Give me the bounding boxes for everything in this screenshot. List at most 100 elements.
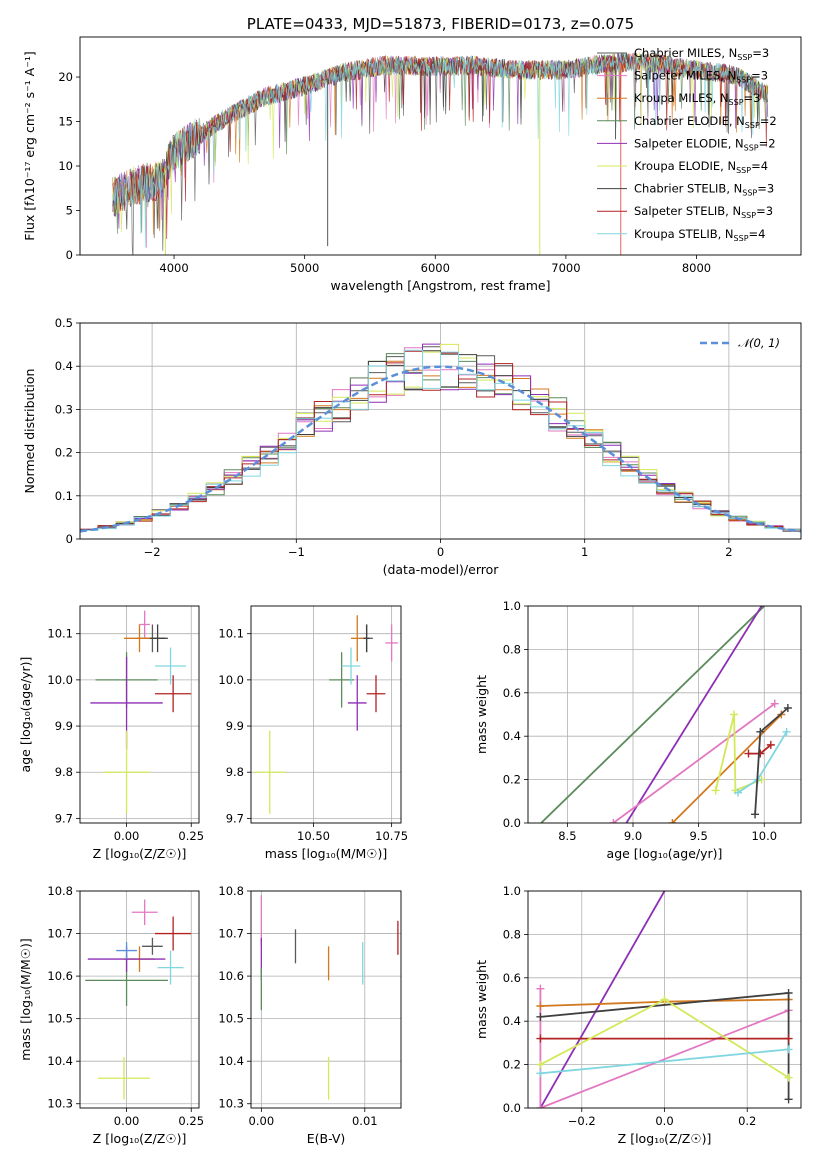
- x-tick-label: 5000: [290, 261, 319, 275]
- legend-tail: =3: [757, 182, 774, 196]
- legend-entry: Kroupa ELODIE, NSSP=4: [634, 159, 768, 175]
- legend-entry: 𝒩(0, 1): [738, 336, 780, 350]
- legend-tail: =4: [749, 227, 766, 241]
- legend-entry: Salpeter MILES, NSSP=3: [634, 69, 768, 85]
- y-tick-label: 10.1: [47, 627, 73, 641]
- weight-marker: [751, 810, 760, 819]
- weight-line: [612, 702, 776, 823]
- massweight-vs-Z-frame: [527, 890, 802, 1109]
- y-tick-label: 10.4: [218, 1054, 244, 1068]
- weight-marker: [536, 1034, 545, 1043]
- x-tick-label: 8.5: [558, 829, 576, 843]
- weight-marker: [784, 1034, 793, 1043]
- x-tick-label: −0.2: [568, 1114, 596, 1128]
- weight-line: [539, 988, 789, 1108]
- x-axis-label: Z [log₁₀(Z/Z☉)]: [93, 846, 187, 861]
- y-tick-label: 0.1: [55, 489, 73, 503]
- y-tick-label: 0.3: [55, 402, 73, 416]
- legend-subscript: SSP: [741, 211, 756, 220]
- y-tick-label: 9.9: [226, 719, 244, 733]
- legend-tail: =3: [744, 91, 761, 105]
- x-tick-label: 0.25: [178, 1114, 204, 1128]
- weight-marker: [609, 819, 618, 823]
- x-axis-label: Z [log₁₀(Z/Z☉)]: [618, 1131, 712, 1146]
- legend-subscript: SSP: [744, 143, 759, 152]
- y-tick-label: 0.0: [503, 1101, 521, 1115]
- y-tick-label: 0.2: [55, 446, 73, 460]
- x-tick-label: 6000: [421, 261, 450, 275]
- legend-entry: Chabrier STELIB, NSSP=3: [634, 182, 774, 198]
- y-tick-label: 10.8: [47, 884, 73, 898]
- weight-marker: [536, 1069, 545, 1078]
- weight-marker: [770, 699, 779, 708]
- weight-lines: [536, 891, 793, 1108]
- y-tick-label: 0.2: [503, 773, 521, 787]
- spectrum-lines: [112, 52, 769, 255]
- weight-marker: [756, 749, 765, 758]
- histogram-group: [80, 343, 801, 539]
- y-tick-label: 9.7: [226, 811, 244, 825]
- y-tick-label: 0: [66, 532, 73, 546]
- y-tick-label: 9.8: [55, 765, 73, 779]
- y-tick-label: 0: [66, 248, 73, 262]
- y-axis-label: mass weight: [474, 675, 489, 754]
- weight-marker: [668, 819, 677, 823]
- y-tick-label: 1.0: [503, 599, 521, 613]
- legend-entry: Chabrier ELODIE, NSSP=2: [634, 114, 777, 130]
- y-tick-label: 9.8: [226, 765, 244, 779]
- x-axis-label: (data-model)/error: [383, 562, 500, 577]
- weight-marker: [536, 1104, 545, 1108]
- legend-subscript: SSP: [736, 76, 751, 85]
- legend-tail: =2: [760, 114, 777, 128]
- y-axis-label: age [log₁₀(age/yr)]: [18, 657, 33, 773]
- weight-marker: [784, 1045, 793, 1054]
- weight-marker: [756, 727, 765, 736]
- y-tick-label: 10.5: [218, 1012, 244, 1026]
- y-tick-label: 0.6: [503, 971, 521, 985]
- legend-subscript: SSP: [734, 234, 749, 243]
- y-tick-label: 0.6: [503, 686, 521, 700]
- legend-tail: =3: [756, 204, 773, 218]
- normal-reference-curve: [80, 365, 801, 533]
- weight-lines: [540, 606, 792, 823]
- weight-marker: [536, 984, 545, 993]
- y-tick-label: 0.4: [55, 359, 73, 373]
- errorbar-group: [85, 899, 192, 1100]
- legend-entry: Chabrier MILES, NSSP=3: [634, 46, 769, 62]
- mass-vs-EBV-frame: [250, 890, 402, 1109]
- legend-subscript: SSP: [737, 53, 752, 62]
- weight-marker: [734, 788, 742, 797]
- y-tick-label: 10.4: [47, 1054, 73, 1068]
- weight-marker: [766, 740, 775, 749]
- spectrum-frame: [79, 36, 802, 256]
- errorbar-group: [254, 615, 398, 814]
- errorbar-group: [260, 895, 399, 1100]
- y-tick-label: 1.0: [503, 884, 521, 898]
- x-tick-label: 9.5: [689, 829, 707, 843]
- legend-subscript: SSP: [745, 121, 760, 130]
- y-tick-label: 0.8: [503, 927, 521, 941]
- massweight-vs-age-frame: [527, 605, 802, 824]
- y-axis-label: mass [log₁₀(M/M☉)]: [18, 938, 33, 1060]
- x-axis-label: mass [log₁₀(M/M☉)]: [265, 846, 387, 861]
- y-tick-label: 10: [58, 159, 73, 173]
- x-axis-label: wavelength [Angstrom, rest frame]: [330, 278, 550, 293]
- x-tick-label: 0.00: [114, 1114, 140, 1128]
- y-tick-label: 0.2: [503, 1058, 521, 1072]
- y-axis-label: Normed distribution: [22, 369, 37, 494]
- legend-tail: =3: [752, 46, 769, 60]
- x-tick-label: 9.0: [624, 829, 642, 843]
- y-tick-label: 15: [58, 115, 73, 129]
- weight-line: [540, 1048, 789, 1075]
- weight-line: [625, 606, 763, 823]
- x-tick-label: 0.0: [655, 1114, 673, 1128]
- residuals-frame: [79, 322, 802, 540]
- y-tick-label: 10.6: [47, 969, 73, 983]
- y-tick-label: 10.7: [218, 927, 244, 941]
- weight-line: [539, 891, 666, 1108]
- legend-entry: Salpeter STELIB, NSSP=3: [634, 204, 773, 220]
- age-vs-mass-frame: [250, 605, 402, 824]
- legend-tail: =2: [759, 136, 776, 150]
- y-tick-label: 10.7: [47, 927, 73, 941]
- errorbar-group: [90, 610, 192, 814]
